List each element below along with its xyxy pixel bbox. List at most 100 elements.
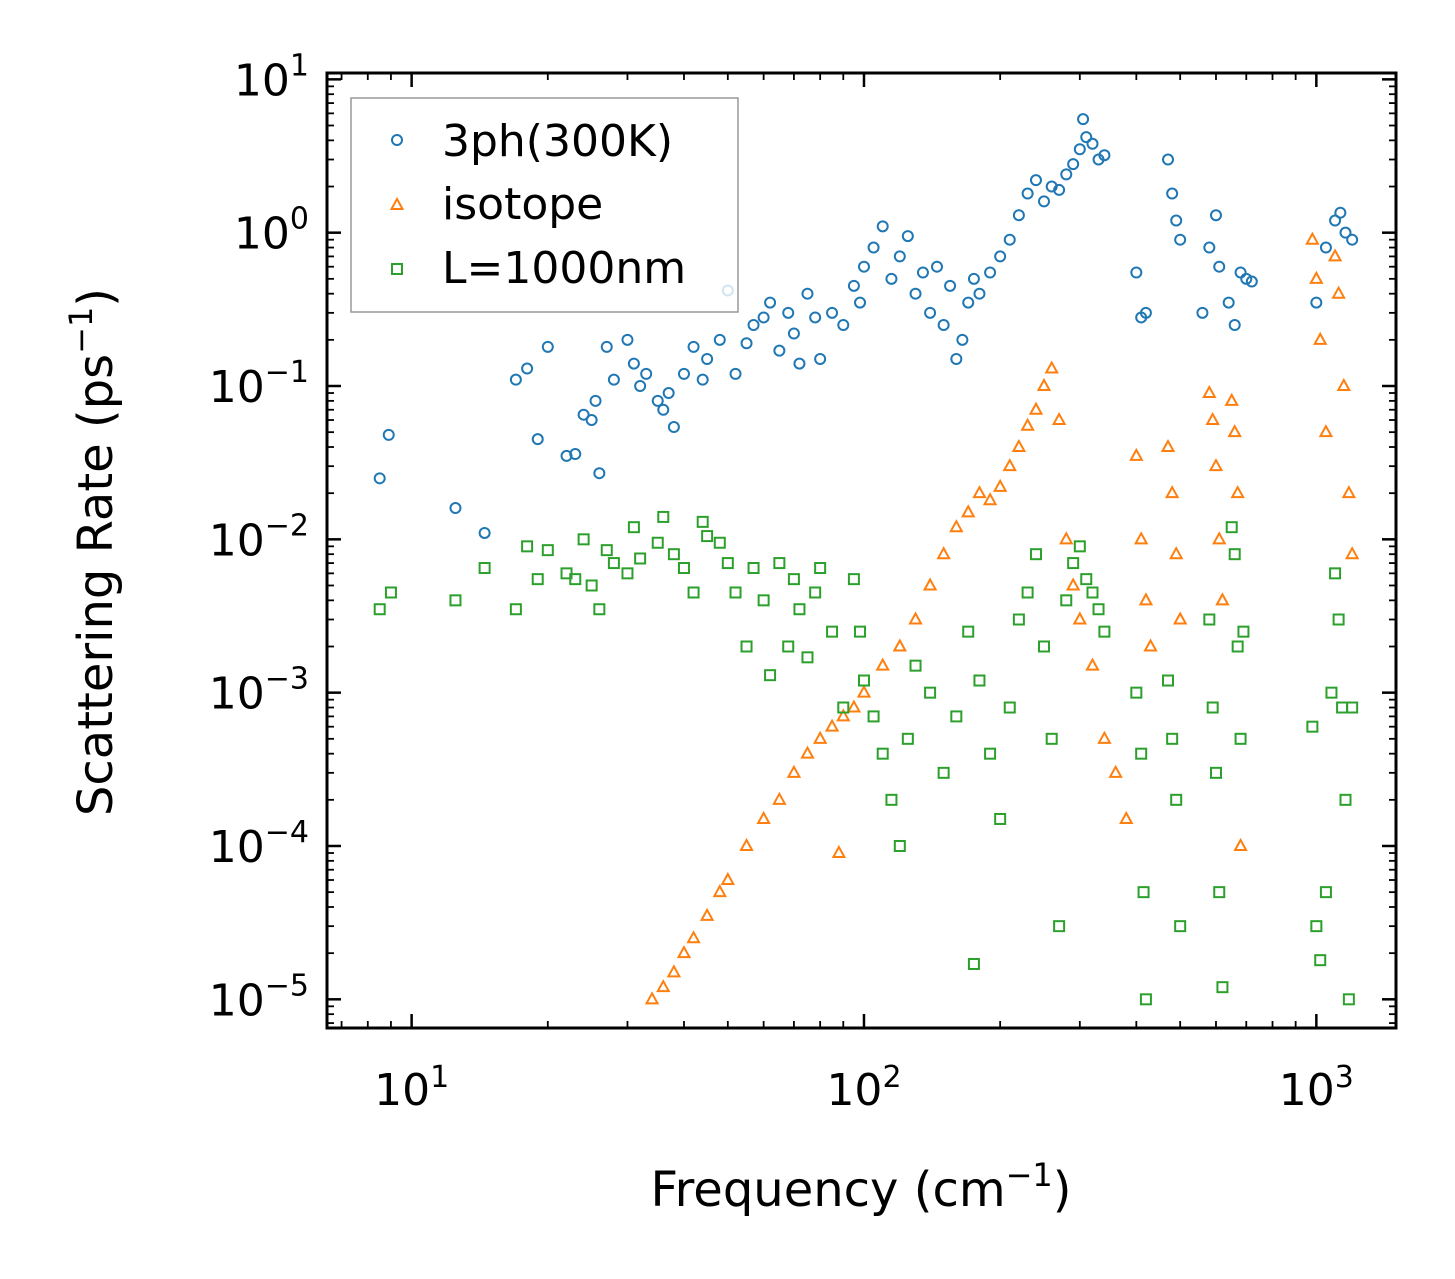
point-square [677, 562, 690, 575]
point-square [1130, 686, 1143, 699]
point-triangle [1138, 592, 1154, 606]
point-circle [640, 367, 653, 380]
point-triangle [1309, 270, 1324, 284]
point-square [847, 573, 860, 586]
point-triangle [1065, 577, 1081, 591]
point-square [1045, 732, 1058, 745]
point-circle [1045, 180, 1058, 193]
point-square [1342, 993, 1355, 1006]
point-square [1329, 567, 1342, 580]
point-triangle [1224, 392, 1239, 406]
point-circle [1166, 187, 1179, 200]
y-tick-label: 100 [234, 202, 309, 260]
point-circle [667, 421, 680, 434]
point-triangle [1305, 231, 1320, 245]
point-triangle [982, 492, 998, 506]
y-tick-label: 10−2 [209, 508, 309, 566]
x-tick-label: 101 [374, 1060, 449, 1116]
point-square [478, 562, 491, 575]
point-square [729, 586, 742, 599]
point-square [893, 839, 906, 852]
point-circle [1060, 168, 1073, 181]
point-triangle [908, 611, 923, 625]
legend-box [350, 97, 739, 313]
point-square [937, 766, 950, 779]
point-triangle [1129, 447, 1144, 461]
y-tick-label: 10−4 [209, 815, 309, 873]
point-square [876, 747, 889, 760]
point-square [950, 710, 963, 723]
point-triangle [1331, 285, 1346, 299]
y-axis-label: Scattering Rate (ps−1) [62, 288, 124, 816]
point-square [667, 548, 680, 561]
point-square [773, 557, 786, 570]
point-triangle [1133, 531, 1149, 545]
point-circle [1162, 153, 1175, 166]
point-square [857, 674, 870, 687]
point-square [384, 586, 397, 599]
point-circle [967, 272, 980, 285]
point-triangle [644, 991, 660, 1005]
legend-marker-isotope [389, 196, 405, 210]
point-triangle [1119, 810, 1134, 824]
y-axis-label-sup: −1 [62, 307, 100, 354]
point-square [1339, 793, 1352, 806]
point-square [1162, 674, 1175, 687]
point-square [854, 625, 867, 638]
point-triangle [1097, 730, 1112, 744]
point-triangle [1085, 657, 1100, 671]
point-triangle [892, 638, 907, 652]
point-circle [521, 362, 534, 375]
point-circle [916, 266, 929, 279]
point-square [1037, 640, 1050, 653]
point-circle [1209, 209, 1222, 222]
point-circle [621, 333, 634, 346]
point-triangle [961, 504, 976, 518]
point-circle [944, 279, 957, 292]
point-circle [747, 318, 760, 331]
point-triangle [1341, 485, 1357, 499]
y-tick-label: 10−3 [209, 662, 309, 720]
point-triangle [720, 871, 736, 886]
point-circle [1346, 233, 1359, 246]
point-square [569, 573, 582, 586]
plot-frame [325, 71, 1398, 1030]
point-triangle [1208, 458, 1224, 472]
point-square [826, 625, 839, 638]
point-triangle [836, 708, 851, 722]
point-square [901, 732, 914, 745]
point-circle [1222, 296, 1235, 309]
point-circle [478, 526, 491, 539]
point-triangle [856, 684, 872, 698]
point-circle [1310, 296, 1323, 309]
point-circle [585, 414, 598, 427]
point-circle [713, 333, 726, 346]
point-square [1228, 548, 1241, 561]
legend-marker-L1000nm [391, 263, 403, 275]
point-circle [893, 250, 906, 263]
point-square [657, 510, 670, 523]
point-square [994, 812, 1007, 825]
point-square [593, 603, 606, 616]
point-square [1234, 732, 1247, 745]
point-square [764, 669, 777, 682]
point-triangle [846, 699, 862, 713]
point-circle [984, 266, 997, 279]
point-square [1332, 613, 1345, 626]
point-triangle [1336, 377, 1351, 392]
point-circle [382, 428, 395, 441]
point-square [1174, 920, 1187, 933]
point-square [984, 747, 997, 760]
point-square [1029, 548, 1042, 561]
point-circle [1098, 149, 1111, 162]
point-triangle [676, 945, 692, 959]
point-triangle [800, 745, 815, 759]
point-circle [809, 311, 822, 324]
point-circle [757, 311, 770, 324]
point-triangle [1205, 411, 1220, 426]
legend-marker-3ph [391, 134, 403, 146]
series-2 [373, 510, 1359, 1006]
y-tick-label: 10−1 [209, 355, 309, 413]
point-circle [876, 220, 889, 233]
point-square [793, 603, 806, 616]
